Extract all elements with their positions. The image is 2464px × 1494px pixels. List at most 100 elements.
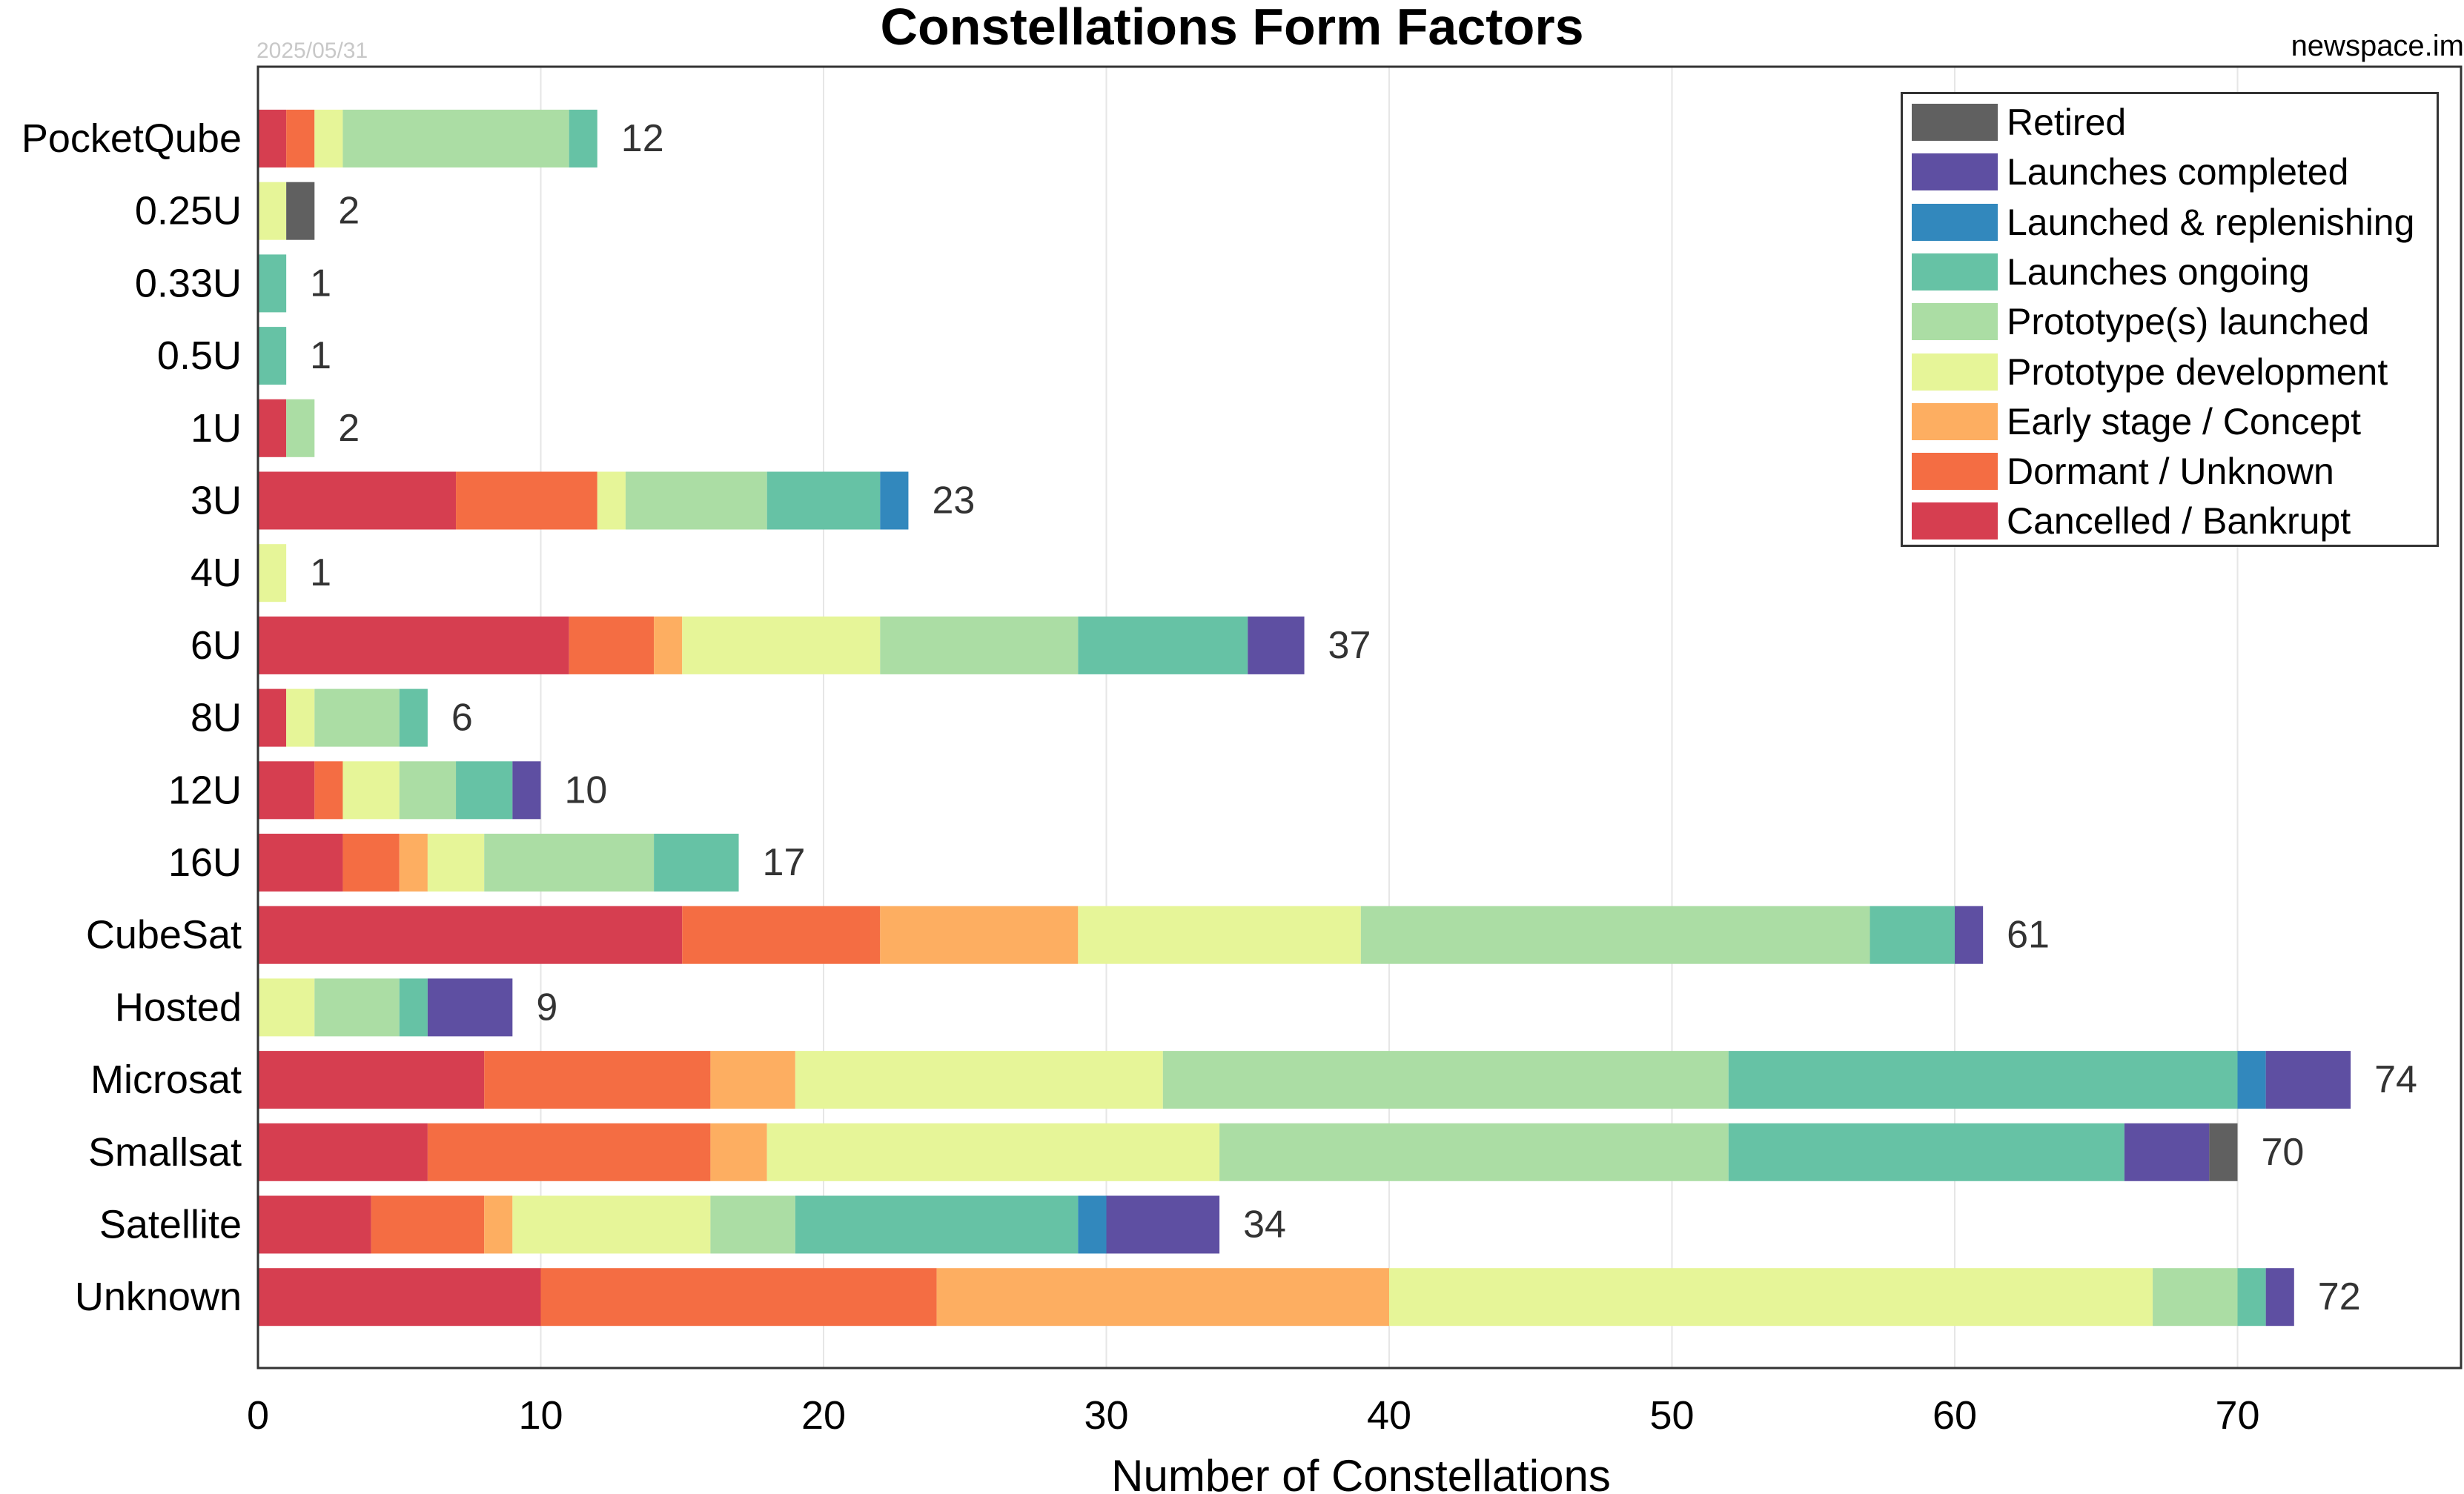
- x-tick-label-60: 60: [1933, 1393, 1977, 1438]
- bar-unknown-dormant-unknown: [540, 1268, 937, 1327]
- legend-label: Prototype(s) launched: [2007, 301, 2370, 343]
- legend-item-dormant-unknown: Dormant / Unknown: [1912, 451, 2334, 492]
- bar-microsat-early-stage-concept: [710, 1051, 795, 1109]
- bar-microsat-cancelled-bankrupt: [258, 1051, 485, 1109]
- legend-label: Launched & replenishing: [2007, 201, 2415, 243]
- category-label-8u: 8U: [191, 696, 242, 740]
- bar-microsat-prototype-s-launched: [1162, 1051, 1729, 1109]
- legend-label: Cancelled / Bankrupt: [2007, 500, 2351, 542]
- bar-pocketqube-cancelled-bankrupt: [258, 110, 287, 167]
- bar-smallsat-early-stage-concept: [710, 1123, 767, 1181]
- category-label-0-33u: 0.33U: [135, 261, 242, 305]
- bar-3u-dormant-unknown: [456, 471, 597, 530]
- x-tick-label-50: 50: [1649, 1393, 1694, 1438]
- category-label-12u: 12U: [168, 768, 242, 812]
- legend-swatch: [1912, 104, 1998, 141]
- plot-border: [256, 65, 2463, 1370]
- bar-cubesat-early-stage-concept: [880, 906, 1079, 964]
- category-label-satellite: Satellite: [99, 1203, 242, 1247]
- legend-label: Early stage / Concept: [2007, 400, 2362, 442]
- legend-item-launches-ongoing: Launches ongoing: [1912, 251, 2310, 293]
- legend-label: Launches ongoing: [2007, 250, 2310, 293]
- legend-swatch: [1912, 502, 1998, 540]
- total-label-cubesat: 61: [2007, 914, 2050, 957]
- total-label-8u: 6: [451, 697, 473, 740]
- bar-cubesat-launches-ongoing: [1869, 906, 1955, 964]
- bar-satellite-prototype-s-launched: [710, 1195, 795, 1254]
- legend-item-cancelled-bankrupt: Cancelled / Bankrupt: [1912, 500, 2351, 542]
- legend-label: Prototype development: [2007, 351, 2388, 393]
- category-label-0-5u: 0.5U: [157, 333, 242, 378]
- bar-cubesat-prototype-development: [1078, 906, 1361, 964]
- bar-0-5u-launches-ongoing: [258, 327, 287, 385]
- bar-smallsat-cancelled-bankrupt: [258, 1123, 428, 1181]
- total-label-satellite: 34: [1243, 1204, 1286, 1246]
- total-label-0-33u: 1: [310, 262, 331, 305]
- bar-satellite-launches-completed: [1106, 1195, 1220, 1254]
- total-label-microsat: 74: [2374, 1058, 2417, 1101]
- bar-0-25u-retired: [286, 182, 315, 240]
- bar-6u-launches-completed: [1248, 616, 1305, 674]
- bar-cubesat-cancelled-bankrupt: [258, 906, 683, 964]
- bar-16u-prototype-development: [427, 834, 485, 892]
- x-tick-label-20: 20: [801, 1393, 846, 1438]
- legend: Retired Launches completed Launched & repl…: [1901, 92, 2439, 547]
- total-label-0-5u: 1: [310, 334, 331, 377]
- bar-microsat-launched-replenishing: [2237, 1051, 2266, 1109]
- total-label-3u: 23: [932, 479, 975, 522]
- bar-unknown-launches-completed: [2265, 1268, 2294, 1327]
- legend-swatch: [1912, 253, 1998, 290]
- bar-unknown-prototype-s-launched: [2153, 1268, 2238, 1327]
- legend-swatch: [1912, 353, 1998, 391]
- bar-pocketqube-prototype-s-launched: [342, 110, 569, 167]
- bar-microsat-prototype-development: [795, 1051, 1163, 1109]
- legend-swatch: [1912, 453, 1998, 491]
- bar-4u-prototype-development: [258, 544, 287, 602]
- bar-12u-dormant-unknown: [314, 761, 343, 820]
- bar-0-25u-prototype-development: [258, 182, 287, 240]
- bar-6u-prototype-s-launched: [880, 616, 1079, 674]
- date-stamp: 2025/05/31: [256, 39, 368, 63]
- bar-6u-cancelled-bankrupt: [258, 616, 569, 674]
- legend-swatch: [1912, 153, 1998, 191]
- legend-label: Launches completed: [2007, 151, 2349, 193]
- total-label-1u: 2: [338, 407, 360, 450]
- bar-16u-cancelled-bankrupt: [258, 834, 343, 892]
- bar-microsat-launches-ongoing: [1728, 1051, 2238, 1109]
- bar-satellite-launched-replenishing: [1078, 1195, 1107, 1254]
- category-label-16u: 16U: [168, 840, 242, 885]
- legend-item-retired: Retired: [1912, 102, 2126, 143]
- total-label-unknown: 72: [2318, 1275, 2361, 1318]
- bar-unknown-prototype-development: [1389, 1268, 2153, 1327]
- x-tick-label-40: 40: [1367, 1393, 1411, 1438]
- category-label-unknown: Unknown: [75, 1275, 242, 1319]
- category-label-smallsat: Smallsat: [88, 1130, 242, 1175]
- total-label-6u: 37: [1328, 624, 1371, 667]
- bar-3u-prototype-development: [597, 471, 626, 530]
- bar-12u-prototype-s-launched: [399, 761, 457, 820]
- bar-smallsat-launches-completed: [2124, 1123, 2210, 1181]
- bars: [258, 110, 2351, 1327]
- bar-16u-launches-ongoing: [654, 834, 739, 892]
- bar-hosted-launches-ongoing: [399, 978, 428, 1037]
- total-label-0-25u: 2: [338, 190, 360, 233]
- category-label-3u: 3U: [191, 479, 242, 523]
- total-label-16u: 17: [763, 841, 806, 884]
- total-label-smallsat: 70: [2262, 1131, 2305, 1174]
- bar-1u-cancelled-bankrupt: [258, 399, 287, 457]
- bar-6u-launches-ongoing: [1078, 616, 1248, 674]
- bar-pocketqube-launches-ongoing: [569, 110, 597, 167]
- bar-0-33u-launches-ongoing: [258, 254, 287, 313]
- legend-swatch: [1912, 303, 1998, 341]
- category-label-1u: 1U: [191, 406, 242, 451]
- bar-12u-launches-ongoing: [456, 761, 513, 820]
- bar-16u-early-stage-concept: [399, 834, 428, 892]
- bar-hosted-launches-completed: [427, 978, 513, 1037]
- category-label-pocketqube: PocketQube: [21, 116, 242, 161]
- source-label: newspace.im: [2291, 30, 2464, 62]
- total-label-pocketqube: 12: [621, 117, 664, 160]
- legend-label: Dormant / Unknown: [2007, 451, 2334, 493]
- bar-smallsat-retired: [2209, 1123, 2238, 1181]
- bar-microsat-launches-completed: [2265, 1051, 2351, 1109]
- bar-12u-launches-completed: [512, 761, 541, 820]
